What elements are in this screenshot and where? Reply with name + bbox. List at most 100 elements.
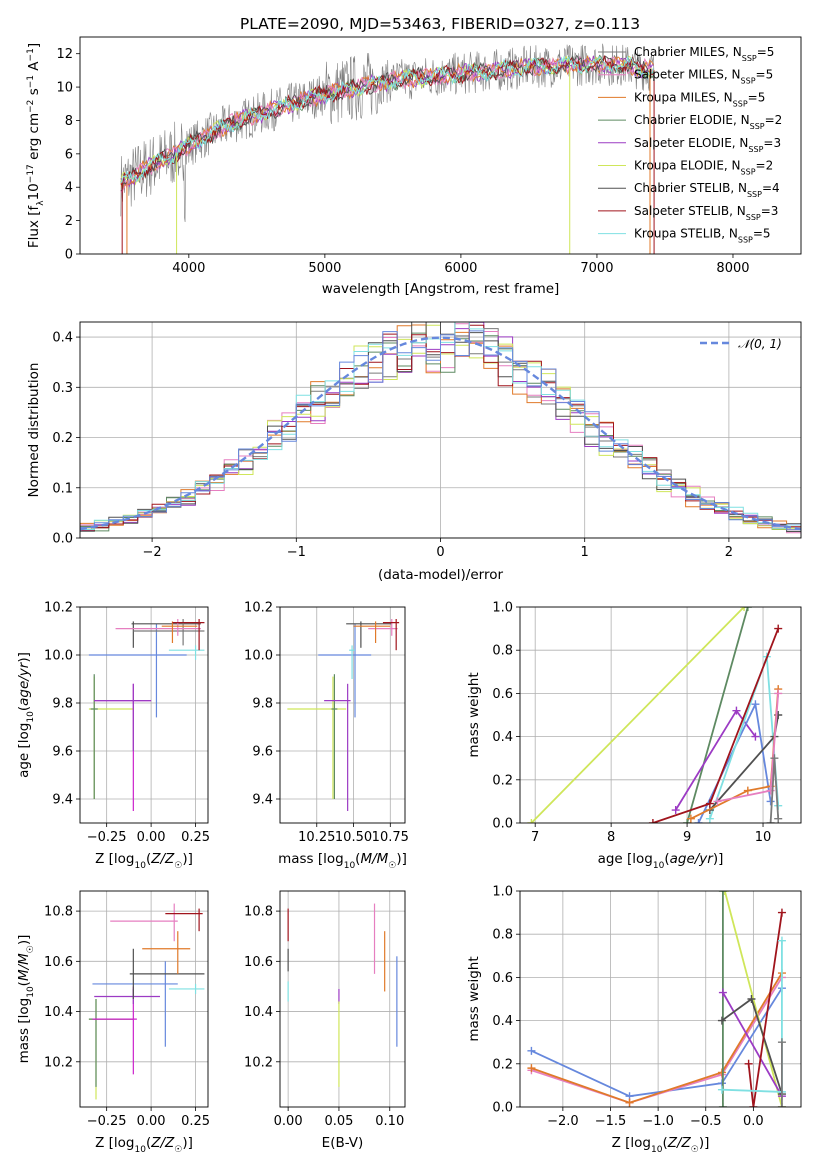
weight-marker — [527, 819, 536, 823]
x-tick-label: 7000 — [580, 261, 613, 276]
x-tick-label: 10.75 — [372, 830, 409, 845]
weight-marker — [717, 1016, 726, 1025]
y-tick-label: 9.4 — [252, 793, 273, 808]
y-axis-label: Flux [fλ10−17 erg cm−2 s−1 A−1] — [26, 43, 46, 248]
weight-marker — [777, 936, 786, 945]
weight-marker — [718, 891, 727, 895]
plot-area-mass-vs-ebv — [280, 891, 405, 1107]
x-axis-label: age [log10(age/yr)] — [598, 851, 724, 871]
x-tick-label: 0.00 — [137, 1114, 166, 1129]
x-axis-label: (data-model)/error — [378, 567, 504, 583]
y-tick-label: 10.8 — [244, 905, 273, 920]
axes-frame — [79, 890, 209, 1108]
weight-marker — [717, 1085, 726, 1094]
weight-marker — [720, 891, 729, 895]
weight-marker — [744, 1059, 753, 1068]
plot-area-mass-vs-Z — [80, 891, 208, 1107]
plot-area-residuals — [80, 322, 801, 538]
weight-line — [722, 992, 783, 1097]
legend-entry: Salpeter MILES, NSSP=5 — [634, 68, 773, 86]
x-axis-label: wavelength [Angstrom, rest frame] — [322, 281, 560, 297]
weight-marker — [774, 689, 783, 698]
weight-marker — [777, 908, 786, 917]
panel-residuals: −2 −1 0 1 2 0.0 0.1 0.2 0.3 0.4 (data-model)/error… — [26, 321, 802, 583]
x-tick-label: −2.0 — [547, 1114, 579, 1129]
y-tick-label: 0.8 — [492, 928, 513, 943]
weight-marker — [743, 786, 752, 795]
weight-marker — [740, 607, 749, 611]
plot-area-weight-vs-Z — [520, 891, 801, 1107]
y-tick-label: 0.4 — [492, 1014, 513, 1029]
x-tick-label: −0.25 — [87, 830, 127, 845]
x-tick-label: 5000 — [308, 261, 341, 276]
y-tick-label: 0.2 — [492, 773, 513, 788]
weight-marker — [774, 814, 783, 823]
x-tick-label: 0.0 — [743, 1114, 764, 1129]
y-axis-label: Normed distribution — [26, 363, 42, 498]
gaussian-curve — [80, 336, 801, 531]
weight-marker — [766, 819, 775, 823]
y-tick-label: 12 — [56, 47, 73, 62]
y-tick-label: 0.6 — [492, 971, 513, 986]
x-tick-label: 4000 — [172, 261, 205, 276]
y-tick-label: 1.0 — [492, 885, 513, 900]
weight-marker — [766, 797, 775, 806]
weight-line — [531, 972, 783, 1104]
weight-marker — [683, 819, 692, 823]
x-tick-label: 0.25 — [181, 1114, 210, 1129]
axes-frame — [519, 890, 802, 1108]
y-tick-label: 1.0 — [492, 601, 513, 616]
weight-marker — [527, 1046, 536, 1055]
y-tick-label: 10.6 — [44, 955, 73, 970]
y-tick-label: 0.2 — [52, 431, 73, 446]
weight-marker — [717, 1068, 726, 1077]
y-tick-label: 4 — [65, 181, 73, 196]
weight-marker — [774, 624, 783, 633]
x-axis-label: Z [log10(Z/Z☉)] — [95, 1135, 193, 1155]
spectrum-model — [120, 55, 654, 184]
weight-marker — [527, 1064, 536, 1073]
weight-line — [530, 607, 745, 823]
y-tick-label: 9.8 — [252, 697, 273, 712]
panel-mass-vs-ebv: 0.00 0.05 0.10 10.2 10.4 10.6 10.8 E(B-V) — [244, 890, 406, 1151]
y-tick-label: 2 — [65, 214, 73, 229]
y-tick-label: 10.0 — [244, 649, 273, 664]
legend-entry: Salpeter ELODIE, NSSP=3 — [634, 136, 781, 154]
weight-line — [531, 976, 783, 1104]
weight-marker — [777, 1103, 786, 1107]
axes-frame — [79, 36, 802, 255]
y-tick-label: 0.4 — [492, 730, 513, 745]
x-tick-label: 10.50 — [335, 830, 372, 845]
x-axis-label: Z [log10(Z/Z☉)] — [612, 1135, 710, 1155]
x-tick-label: 10.25 — [298, 830, 335, 845]
y-tick-label: 0.6 — [492, 687, 513, 702]
plot-area-age-vs-mass — [280, 607, 405, 823]
y-axis-label: mass weight — [466, 956, 482, 1041]
weight-marker — [625, 1098, 634, 1107]
axes-frame — [79, 606, 209, 824]
spectrum-model — [120, 55, 654, 192]
legend-entry: Chabrier MILES, NSSP=5 — [634, 45, 774, 63]
legend-entry: Chabrier ELODIE, NSSP=2 — [634, 113, 782, 131]
axes-frame — [519, 606, 802, 824]
plot-area-spectrum — [120, 43, 655, 254]
legend-entry: Kroupa ELODIE, NSSP=2 — [634, 159, 773, 177]
weight-marker — [770, 754, 779, 763]
x-axis-label: Z [log10(Z/Z☉)] — [95, 851, 193, 871]
x-tick-label: 1 — [581, 545, 589, 560]
y-tick-label: 0.3 — [52, 381, 73, 396]
y-tick-label: 0.4 — [52, 331, 73, 346]
weight-marker — [713, 797, 722, 806]
y-tick-label: 10.2 — [44, 601, 73, 616]
spectrum-model — [120, 55, 654, 187]
x-tick-label: −1 — [287, 545, 306, 560]
y-tick-label: 10.2 — [44, 1055, 73, 1070]
y-tick-label: 0.2 — [492, 1057, 513, 1072]
weight-marker — [686, 814, 695, 823]
y-axis-label: mass weight — [466, 672, 482, 757]
spectrum-data — [120, 43, 655, 223]
y-tick-label: 10.4 — [44, 1005, 73, 1020]
x-tick-label: 0.00 — [274, 1114, 303, 1129]
y-tick-label: 9.6 — [252, 745, 273, 760]
